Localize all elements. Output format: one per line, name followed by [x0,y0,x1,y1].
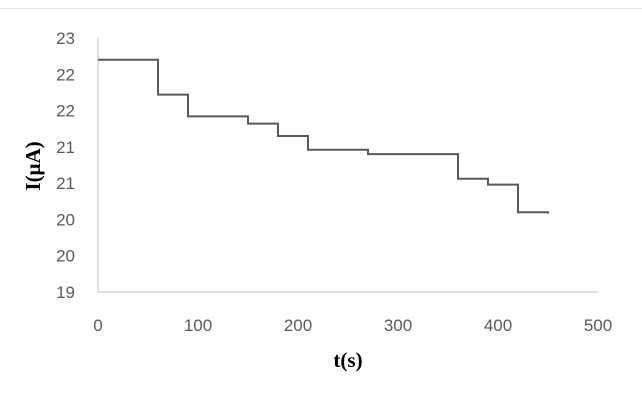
series-line [98,58,549,214]
x-axis-title: t(s) [333,348,362,372]
x-tick-label: 500 [584,316,612,335]
y-tick-label: 21 [56,174,75,193]
x-tick-label: 300 [384,316,412,335]
x-tick-label: 400 [484,316,512,335]
series-group [98,58,549,214]
x-tick-label: 200 [284,316,312,335]
y-tick-label: 22 [56,65,75,84]
y-tick-label: 20 [56,247,75,266]
y-tick-label: 21 [56,138,75,157]
x-tick-labels: 0 100 200 300 400 500 [93,316,612,335]
top-border-line [0,8,642,9]
y-tick-label: 20 [56,210,75,229]
x-tick-label: 0 [93,316,102,335]
y-tick-label: 22 [56,102,75,121]
y-tick-label: 23 [56,29,75,48]
y-tick-labels: 19 20 20 21 21 22 22 23 [56,29,75,302]
axes [97,38,598,293]
y-axis-title: I(μA) [21,141,45,190]
y-tick-label: 19 [56,283,75,302]
x-tick-label: 100 [184,316,212,335]
